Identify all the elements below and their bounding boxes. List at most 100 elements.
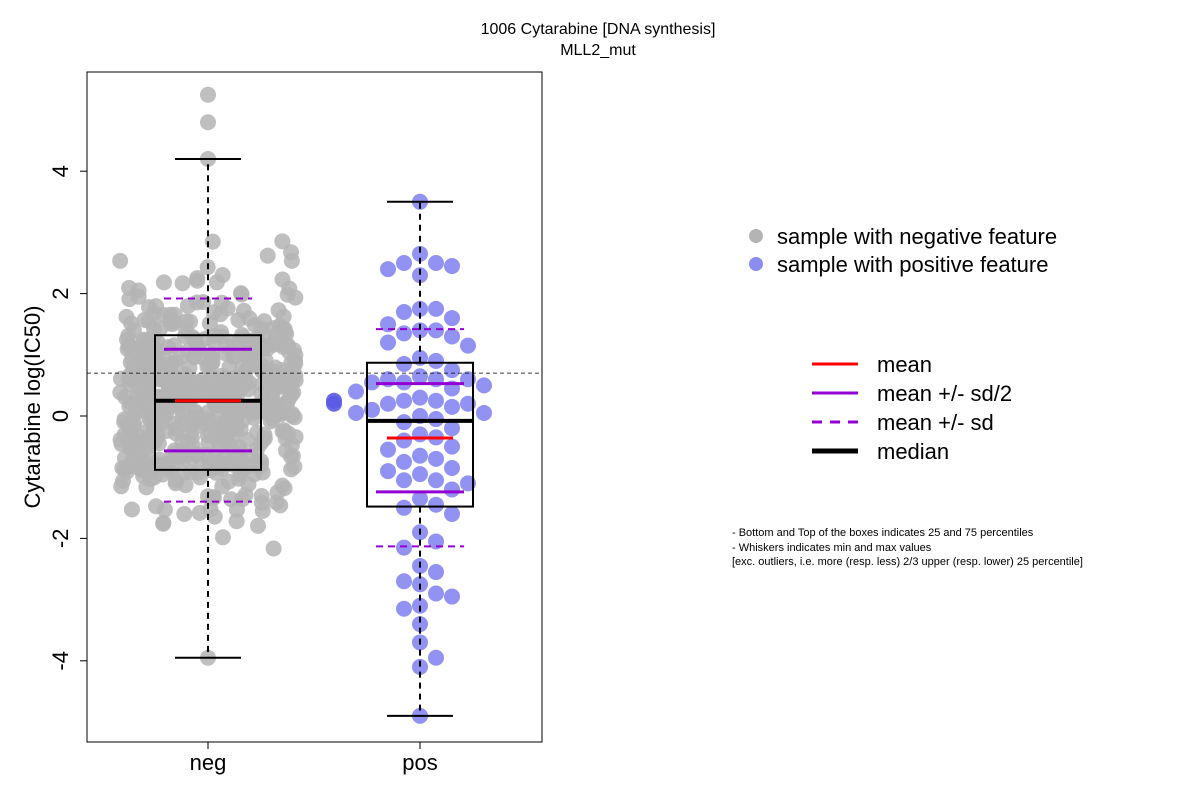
stats-layer [87, 157, 542, 717]
pos-point [428, 496, 444, 513]
neg-point [199, 411, 216, 428]
pos-point [444, 505, 460, 522]
y-tick-label: 2 [48, 287, 73, 299]
pos-point [412, 658, 428, 675]
neg-point [140, 299, 157, 316]
pos-point [412, 300, 428, 317]
neg-point [237, 365, 254, 382]
pos-point [460, 337, 476, 354]
pos-point [348, 383, 364, 400]
chart-title: 1006 Cytarabine [DNA synthesis] [481, 21, 716, 38]
pos-point [444, 310, 460, 327]
neg-point [160, 458, 177, 475]
x-tick-label: pos [402, 750, 437, 775]
neg-point [243, 399, 260, 416]
neg-point [155, 274, 172, 291]
neg-point [233, 380, 250, 397]
neg-point [158, 406, 175, 423]
neg-point [146, 469, 163, 486]
iqr-box [366, 361, 474, 508]
legend-median-label: median [877, 439, 949, 464]
neg-point [184, 450, 201, 467]
neg-point [189, 464, 206, 481]
pos-point [412, 426, 428, 443]
y-axis-label: Cytarabine log(IC50) [20, 306, 45, 509]
legend-lines: mean mean +/- sd/2 mean +/- sd median [812, 352, 1012, 464]
neg-point [200, 114, 216, 131]
pos-point [444, 588, 460, 605]
y-tick-label: 0 [48, 410, 73, 422]
pos-point [380, 261, 396, 278]
neg-point [200, 86, 216, 103]
neg-point [234, 491, 251, 508]
neg-point [118, 463, 135, 480]
neg-point [271, 336, 288, 353]
neg-point [224, 348, 241, 365]
pos-point [380, 463, 396, 480]
pos-point [396, 453, 412, 470]
note-line-1: - Bottom and Top of the boxes indicates … [732, 527, 1034, 539]
legend-neg-label: sample with negative feature [777, 224, 1057, 249]
neg-point [219, 433, 236, 450]
neg-point [137, 453, 154, 470]
pos-point [428, 322, 444, 339]
neg-point [212, 306, 229, 323]
neg-point [152, 320, 169, 337]
neg-point [173, 402, 190, 419]
neg-point [283, 461, 300, 478]
neg-point [285, 384, 302, 401]
neg-point [276, 424, 293, 441]
neg-point [151, 360, 168, 377]
neg-point [274, 271, 291, 288]
legend-half-sd-label: mean +/- sd/2 [877, 381, 1012, 406]
pos-point [428, 255, 444, 271]
neg-point [269, 484, 286, 501]
pos-point [396, 392, 412, 409]
neg-point [122, 354, 139, 371]
neg-point [245, 343, 262, 360]
pos-point [428, 564, 444, 581]
neg-point [116, 411, 133, 428]
pos-point [380, 334, 396, 351]
pos-point [428, 585, 444, 602]
neg-point [116, 426, 133, 443]
legend-points: sample with negative feature sample with… [749, 224, 1057, 277]
neg-point [177, 477, 194, 494]
pos-point [396, 573, 412, 590]
pos-point [396, 472, 412, 489]
legend-pos-label: sample with positive feature [777, 252, 1048, 277]
pos-point [412, 466, 428, 483]
pos-point [444, 420, 460, 437]
neg-point [233, 286, 250, 303]
neg-point [179, 435, 196, 452]
pos-point [444, 460, 460, 477]
x-tick-label: neg [190, 750, 227, 775]
legend-pos-swatch [749, 257, 763, 271]
neg-point [241, 310, 258, 327]
legend-mean-label: mean [877, 352, 932, 377]
pos-point [396, 255, 412, 271]
pos-point [326, 395, 342, 412]
neg-point [262, 369, 279, 386]
pos-point [412, 322, 428, 339]
pos-point [412, 616, 428, 633]
pos-point [428, 352, 444, 369]
neg-point [238, 431, 255, 448]
pos-point [412, 267, 428, 284]
neg-point [228, 513, 245, 530]
legend-neg-swatch [749, 229, 763, 243]
neg-point [219, 411, 236, 428]
note-line-2: - Whiskers indicates min and max values [732, 542, 932, 554]
neg-point [259, 247, 276, 264]
y-tick-label: -2 [48, 529, 73, 549]
neg-point [174, 275, 191, 292]
neg-point [166, 306, 183, 323]
pos-point [396, 355, 412, 372]
neg-point [123, 501, 140, 518]
neg-point [136, 311, 153, 328]
pos-point [396, 432, 412, 449]
pos-point [428, 300, 444, 317]
neg-point [285, 342, 302, 359]
pos-point [428, 392, 444, 409]
